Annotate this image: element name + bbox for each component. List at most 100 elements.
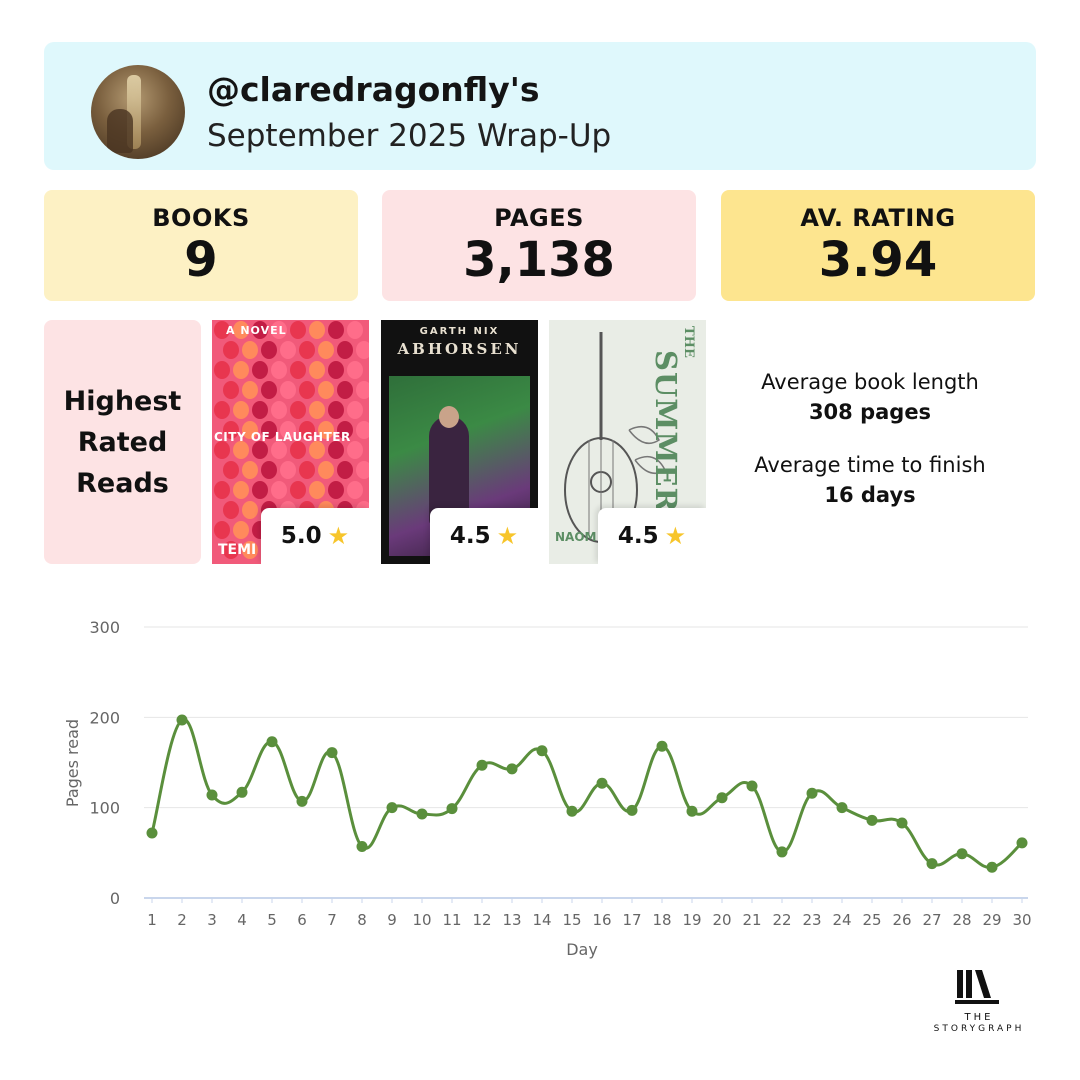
data-point[interactable] bbox=[506, 763, 518, 775]
header-card: @claredragonfly's September 2025 Wrap-Up bbox=[44, 42, 1036, 170]
data-point[interactable] bbox=[476, 759, 488, 771]
cover-pattern-dot bbox=[214, 521, 230, 539]
data-point[interactable] bbox=[1016, 837, 1028, 849]
x-axis-label: Day bbox=[566, 940, 598, 959]
data-point[interactable] bbox=[536, 745, 548, 757]
cover-pattern-dot bbox=[328, 481, 344, 499]
data-point[interactable] bbox=[266, 736, 278, 748]
x-tick-label: 25 bbox=[862, 911, 881, 929]
x-tick-label: 20 bbox=[712, 911, 731, 929]
data-point[interactable] bbox=[386, 802, 398, 814]
username: @claredragonfly's bbox=[207, 70, 540, 109]
cover-pattern-dot bbox=[214, 361, 230, 379]
x-tick-label: 12 bbox=[472, 911, 491, 929]
data-point[interactable] bbox=[596, 777, 608, 789]
book-cover-summer-war[interactable]: THE SUMMER WAR NAOM 4.5 ★ bbox=[549, 320, 706, 564]
cover-pattern-dot bbox=[309, 321, 325, 339]
cover-pattern-dot bbox=[242, 541, 258, 559]
x-tick-label: 18 bbox=[652, 911, 671, 929]
cover-pattern-dot bbox=[271, 401, 287, 419]
cover-pattern-dot bbox=[271, 481, 287, 499]
x-tick-label: 24 bbox=[832, 911, 851, 929]
x-tick-label: 7 bbox=[327, 911, 337, 929]
cover-figure-head bbox=[439, 406, 459, 428]
x-tick-label: 19 bbox=[682, 911, 701, 929]
book-cover-abhorsen[interactable]: GARTH NIX ABHORSEN 4.5 ★ bbox=[381, 320, 538, 564]
cover-pattern-dot bbox=[280, 461, 296, 479]
data-point[interactable] bbox=[146, 827, 158, 839]
stat-card-books: BOOKS 9 bbox=[44, 190, 358, 301]
star-icon: ★ bbox=[327, 522, 350, 550]
data-point[interactable] bbox=[866, 814, 878, 826]
x-tick-label: 30 bbox=[1012, 911, 1031, 929]
cover-pattern-dot bbox=[271, 361, 287, 379]
avatar[interactable] bbox=[91, 65, 185, 159]
cover-pattern-dot bbox=[242, 421, 258, 439]
cover-pattern-dot bbox=[271, 321, 287, 339]
cover-pattern-dot bbox=[309, 361, 325, 379]
data-point[interactable] bbox=[296, 795, 308, 807]
data-point[interactable] bbox=[806, 787, 818, 799]
data-point[interactable] bbox=[896, 817, 908, 829]
cover-pattern-dot bbox=[261, 461, 277, 479]
x-tick-label: 22 bbox=[772, 911, 791, 929]
book-cover-city-of-laughter[interactable]: A NOVEL CITY OF LAUGHTER TEMI 5.0 ★ bbox=[212, 320, 369, 564]
data-point[interactable] bbox=[566, 805, 578, 817]
data-point[interactable] bbox=[686, 805, 698, 817]
cover-pattern-dot bbox=[299, 461, 315, 479]
cover-pattern-dot bbox=[261, 381, 277, 399]
average-book-length: Average book length 308 pages bbox=[720, 370, 1020, 424]
logo-text-the: THE bbox=[964, 1012, 994, 1023]
cover-pattern-dot bbox=[223, 341, 239, 359]
data-point[interactable] bbox=[326, 747, 338, 759]
cover-pattern-dot bbox=[214, 401, 230, 419]
cover-pattern-dot bbox=[299, 341, 315, 359]
cover-pattern-dot bbox=[347, 401, 363, 419]
data-point[interactable] bbox=[626, 804, 638, 816]
data-point[interactable] bbox=[236, 786, 248, 798]
cover-author: GARTH NIX bbox=[419, 326, 500, 337]
data-point[interactable] bbox=[206, 789, 218, 801]
rating-value: 4.5 bbox=[449, 523, 491, 549]
data-point[interactable] bbox=[746, 780, 758, 792]
star-icon: ★ bbox=[664, 522, 687, 550]
y-tick-label: 300 bbox=[89, 618, 120, 637]
cover-pattern-dot bbox=[261, 341, 277, 359]
x-tick-label: 11 bbox=[442, 911, 461, 929]
data-point[interactable] bbox=[836, 802, 848, 814]
cover-pattern-dot bbox=[318, 341, 334, 359]
cover-pattern-dot bbox=[214, 321, 230, 339]
data-point[interactable] bbox=[416, 808, 428, 820]
cover-pattern-dot bbox=[328, 401, 344, 419]
data-point[interactable] bbox=[986, 861, 998, 873]
cover-pattern-dot bbox=[252, 401, 268, 419]
data-point[interactable] bbox=[956, 848, 968, 860]
data-point[interactable] bbox=[656, 740, 668, 752]
cover-pattern-dot bbox=[290, 401, 306, 419]
y-axis-label: Pages read bbox=[63, 719, 82, 807]
cover-pattern-dot bbox=[337, 341, 353, 359]
stat-label: AV. RATING bbox=[800, 204, 956, 232]
cover-pattern-dot bbox=[290, 481, 306, 499]
cover-pattern-dot bbox=[233, 441, 249, 459]
cover-pattern-dot bbox=[299, 421, 315, 439]
cover-pattern-dot bbox=[223, 541, 239, 559]
cover-pattern-dot bbox=[242, 501, 258, 519]
cover-title: ABHORSEN bbox=[397, 340, 522, 358]
data-point[interactable] bbox=[776, 846, 788, 858]
data-point[interactable] bbox=[716, 792, 728, 804]
avatar-image-figure bbox=[107, 109, 133, 153]
x-tick-label: 5 bbox=[267, 911, 277, 929]
data-point[interactable] bbox=[446, 803, 458, 815]
data-point[interactable] bbox=[356, 841, 368, 853]
average-book-length-value: 308 pages bbox=[808, 400, 932, 424]
cover-pattern-dot bbox=[233, 521, 249, 539]
cover-author: TEMI bbox=[218, 542, 257, 558]
cover-pattern-dot bbox=[290, 441, 306, 459]
stat-label: PAGES bbox=[494, 204, 584, 232]
data-point[interactable] bbox=[926, 858, 938, 870]
cover-pattern-dot bbox=[252, 321, 268, 339]
cover-pattern-dot bbox=[356, 381, 369, 399]
x-tick-label: 27 bbox=[922, 911, 941, 929]
data-point[interactable] bbox=[176, 714, 188, 726]
